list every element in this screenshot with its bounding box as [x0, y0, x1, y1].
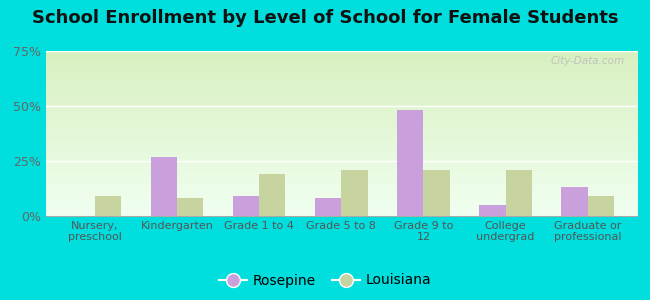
- Bar: [341, 170, 367, 216]
- Bar: [423, 170, 450, 216]
- Bar: [259, 174, 285, 216]
- Bar: [562, 188, 588, 216]
- Bar: [233, 196, 259, 216]
- Bar: [479, 205, 506, 216]
- Text: City-Data.com: City-Data.com: [551, 56, 625, 66]
- Bar: [588, 196, 614, 216]
- Bar: [397, 110, 423, 216]
- Bar: [315, 198, 341, 216]
- Legend: Rosepine, Louisiana: Rosepine, Louisiana: [213, 268, 437, 293]
- Bar: [177, 198, 203, 216]
- Bar: [151, 157, 177, 216]
- Bar: [506, 170, 532, 216]
- Bar: [95, 196, 121, 216]
- Text: School Enrollment by Level of School for Female Students: School Enrollment by Level of School for…: [32, 9, 618, 27]
